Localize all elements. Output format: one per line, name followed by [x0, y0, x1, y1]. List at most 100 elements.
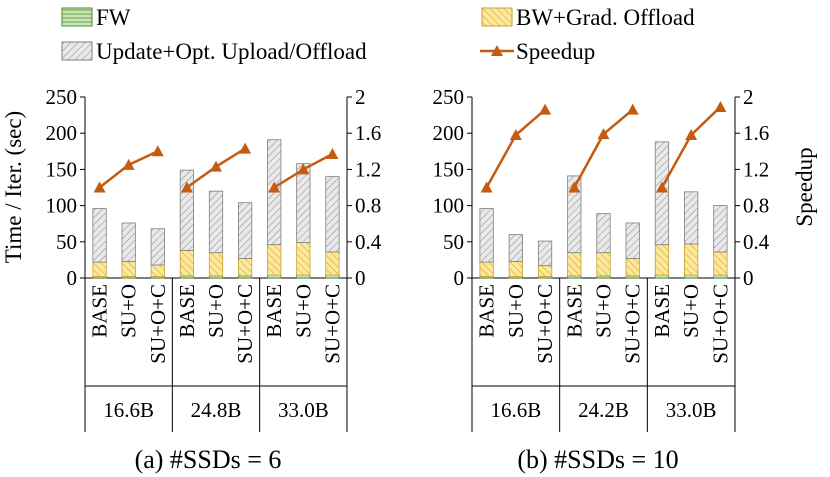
panel-a-ytick-label: 200 [46, 121, 78, 145]
legend-fw-label: FW [96, 5, 131, 30]
panel-b-group-label: 24.2B [578, 398, 629, 422]
panel-a-ytick-label: 0 [67, 266, 78, 290]
panel-b-bar-update [713, 205, 728, 253]
panel-b-speedup-point [539, 103, 552, 115]
panel-b-bar-bw [713, 251, 728, 276]
panel-b-category-label: SU+O [504, 284, 528, 338]
panel-b-ytick-label: 150 [433, 157, 465, 181]
legend-speedup-marker [491, 45, 503, 56]
panel-b-bar-update [596, 213, 611, 254]
panel-b-category-label: SU+O+C [533, 284, 557, 364]
panel-a-speedup-point [268, 181, 281, 193]
panel-a-bar-update [208, 190, 224, 254]
panel-b-bar-update [508, 234, 523, 262]
panel-a-bar-fw [267, 274, 282, 279]
panel-a-bar-update [150, 228, 165, 266]
panel-a-ytick-label: 100 [46, 194, 78, 218]
panel-a-bar-update [296, 163, 311, 243]
panel-a-y2tick-label: 1.2 [355, 157, 381, 181]
panel-a-ytick-label: 50 [56, 230, 77, 254]
panel-b-group-label: 16.6B [490, 398, 541, 422]
panel-b-bar-bw [654, 244, 670, 276]
panel-b-bar-update [567, 175, 582, 254]
panel-b-speedup-line [573, 108, 634, 189]
legend: FW BW+Grad. Offload Update+Opt. Upload/O… [61, 5, 695, 64]
panel-a-category-label: BASE [262, 284, 286, 338]
panel-b-category-label: BASE [562, 284, 586, 338]
panel-a-category-label: SU+O+C [146, 284, 170, 364]
panel-a-bar-bw [208, 252, 224, 277]
panel-a-bar-bw [92, 261, 107, 277]
panel-b-category-label: SU+O [679, 284, 703, 338]
panel-b-category-label: SU+O+C [708, 284, 732, 364]
panel-a-bar-bw [238, 258, 253, 277]
panel-b-bar-fw [713, 274, 728, 279]
panel-b-bar-bw [537, 265, 553, 277]
panel-a-bar-bw [325, 251, 340, 276]
panel-b-speedup-point [597, 128, 610, 140]
panel-a-category-label: SU+O [291, 284, 315, 338]
legend-update: Update+Opt. Upload/Offload [61, 39, 367, 64]
panel-a-group-label: 24.8B [191, 398, 242, 422]
panel-a-bar-update [325, 176, 340, 253]
panel-b-ytick-label: 0 [454, 266, 465, 290]
panel-b-speedup-point [509, 129, 522, 141]
panel-a-y2tick-label: 0.4 [355, 230, 382, 254]
panel-b-speedup-line [660, 106, 722, 189]
panel-a-y2tick-label: 1.6 [355, 121, 381, 145]
legend-speedup-label: Speedup [516, 39, 595, 64]
panel-a-caption: (a) #SSDs = 6 [135, 445, 282, 474]
panel-a-group-label: 16.6B [103, 398, 154, 422]
panel-b-category-label: BASE [475, 284, 499, 338]
panel-b-bar-update [537, 240, 553, 267]
panel-a-y2tick-label: 0.8 [355, 194, 381, 218]
panel-a-y2tick-label: 2 [355, 85, 366, 109]
panel-b-category-label: BASE [650, 284, 674, 338]
panel-b-speedup-line [485, 108, 546, 189]
panel-a-speedup-point [297, 163, 310, 175]
panel-a-speedup-point [151, 145, 164, 157]
panel-a-y2tick-label: 0 [355, 266, 366, 290]
panel-a-bar-bw [267, 244, 282, 276]
panel-a-bar-update [121, 222, 136, 262]
panel-a-category-label: BASE [175, 284, 199, 338]
panel-b-speedup-point [655, 181, 668, 193]
panel-b-speedup-point [568, 181, 581, 193]
panel-b-bar-bw [684, 243, 699, 276]
panel-b-bar-bw [567, 252, 582, 277]
panel-a-bar-fw [296, 274, 311, 279]
panel-a: Time / Iter. (sec) (a) #SSDs = 6 0 50 100 1… [1, 85, 382, 474]
panel-b-ytick-label: 100 [433, 194, 465, 218]
panel-a-bar-update [92, 208, 107, 263]
panel-b-ytick-label: 200 [433, 121, 465, 145]
panel-b-bar-bw [625, 258, 640, 277]
panel-a-ytick-label: 150 [46, 157, 78, 181]
legend-bw-label: BW+Grad. Offload [516, 5, 695, 30]
panel-b-caption: (b) #SSDs = 10 [517, 445, 678, 474]
panel-a-speedup-point [180, 181, 193, 193]
legend-update-swatch [61, 41, 93, 61]
panel-a-category-label: SU+O+C [320, 284, 344, 364]
panel-a-bar-bw [179, 250, 194, 277]
panel-b-y2label: Speedup [792, 147, 817, 226]
panel-a-category-label: SU+O [204, 284, 228, 338]
panel-b-ytick-label: 50 [443, 230, 464, 254]
panel-b-y2tick-label: 0.4 [743, 230, 770, 254]
panel-b-speedup-point [685, 129, 698, 141]
panel-b-bar-bw [479, 261, 494, 277]
panel-b-y2tick-label: 0 [743, 266, 754, 290]
panel-b-ytick-label: 250 [433, 85, 465, 109]
panel-b-bar-update [654, 141, 670, 246]
panel-a-speedup-point [326, 148, 339, 160]
panel-b-y2tick-label: 1.2 [743, 157, 769, 181]
panel-b-bar-update [479, 208, 494, 263]
panel-b-bar-fw [684, 274, 699, 279]
panel-a-bar-fw [325, 274, 340, 279]
panel-b-category-label: SU+O [592, 284, 616, 338]
panel-a-speedup-point [93, 181, 106, 193]
panel-b-speedup-point [626, 103, 639, 115]
panel-a-bar-bw [150, 264, 165, 277]
panel-a-bar-bw [296, 242, 311, 276]
panel-b: Speedup (b) #SSDs = 10 0 50 100 150 200 250 0 0… [433, 85, 818, 474]
